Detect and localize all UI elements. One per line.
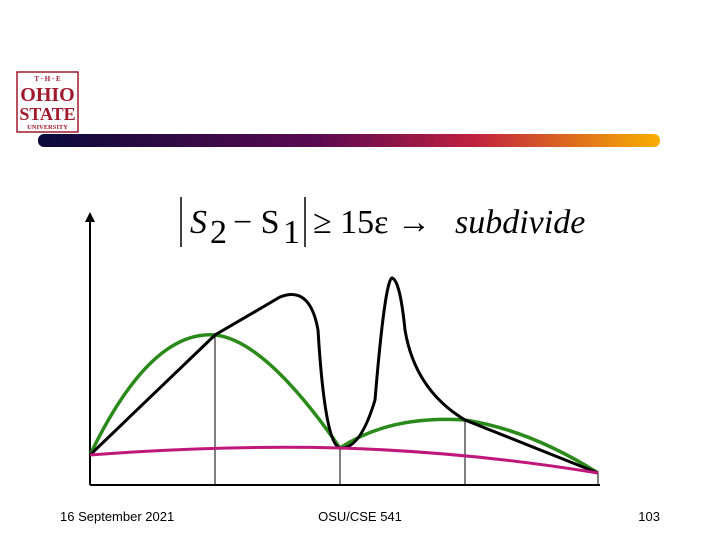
footer-date: 16 September 2021 xyxy=(60,509,174,524)
logo-text: STATE xyxy=(19,104,75,124)
formula: S 2 − S 1 ≥ 15ε → subdivide xyxy=(180,197,585,251)
formula-part: S xyxy=(190,204,207,241)
formula-part: 1 xyxy=(283,214,300,251)
logo-text: UNIVERSITY xyxy=(27,124,68,131)
header-bar xyxy=(38,134,660,147)
logo: T · H · E OHIO STATE UNIVERSITY xyxy=(16,71,79,133)
formula-part: subdivide xyxy=(455,204,585,241)
page-number: 103 xyxy=(638,509,660,524)
footer-course: OSU/CSE 541 xyxy=(318,509,402,524)
formula-part: − S xyxy=(233,204,280,241)
formula-part: ≥ 15ε → xyxy=(313,204,431,241)
diagram xyxy=(85,212,600,486)
logo-text: OHIO xyxy=(20,84,74,106)
logo-text: T · H · E xyxy=(34,75,61,83)
formula-part: 2 xyxy=(210,214,227,251)
